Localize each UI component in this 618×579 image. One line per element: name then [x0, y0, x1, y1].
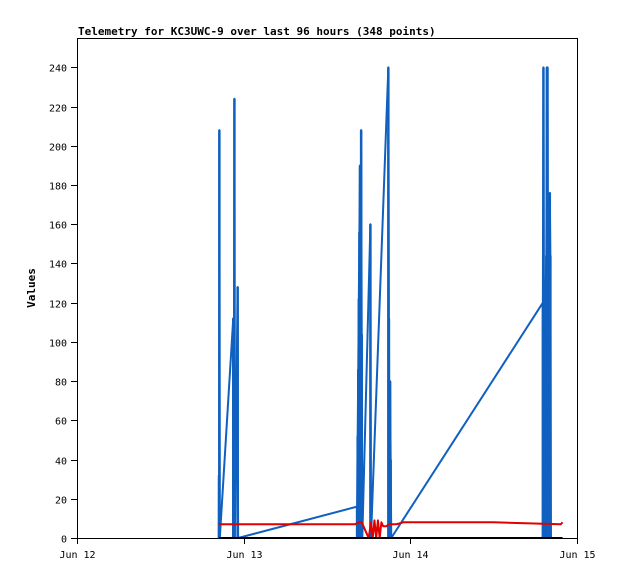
- chart-title: Telemetry for KC3UWC-9 over last 96 hour…: [78, 25, 436, 38]
- x-tick-label: Jun 14: [392, 550, 428, 561]
- series-1-line: [218, 519, 564, 539]
- y-tick-label: 0: [61, 535, 67, 546]
- y-tick-label: 20: [55, 496, 67, 507]
- series-layer: [217, 66, 564, 539]
- y-tick-label: 240: [49, 64, 67, 75]
- x-tick-label: Jun 13: [226, 550, 262, 561]
- y-axis-label: Values: [25, 268, 38, 308]
- y-tick-label: 40: [55, 457, 67, 468]
- y-tick-label: 180: [49, 182, 67, 193]
- y-tick-label: 80: [55, 378, 67, 389]
- x-axis-ticks: Jun 12 Jun 13 Jun 14 Jun 15: [59, 538, 596, 561]
- x-tick-label: Jun 15: [559, 550, 595, 561]
- y-tick-label: 100: [49, 339, 67, 350]
- y-tick-label: 60: [55, 417, 67, 428]
- y-tick-label: 140: [49, 260, 67, 271]
- y-tick-label: 120: [49, 300, 67, 311]
- x-tick-label: Jun 12: [59, 550, 95, 561]
- y-tick-label: 160: [49, 221, 67, 232]
- y-tick-label: 200: [49, 143, 67, 154]
- y-tick-label: 220: [49, 104, 67, 115]
- y-axis-ticks: 0 20 40 60 80 100 120 140 160 180 200 220 240: [49, 64, 77, 546]
